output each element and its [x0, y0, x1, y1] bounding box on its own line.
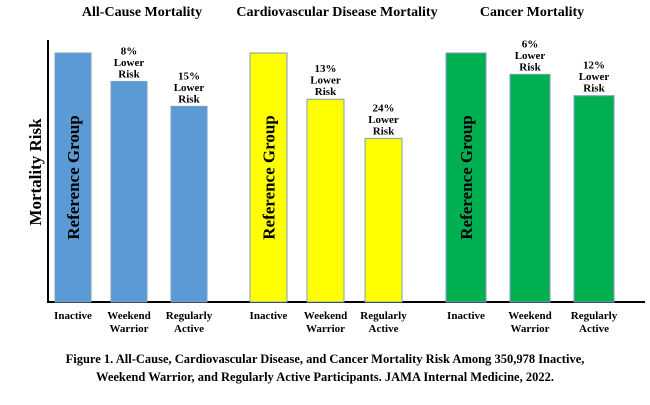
- category-tick-label: Active: [579, 323, 609, 335]
- bar: [249, 52, 288, 303]
- caption-line-1: Figure 1. All-Cause, Cardiovascular Dise…: [65, 352, 585, 366]
- category-tick-label: Regularly: [571, 310, 618, 322]
- category-tick-label: Warrior: [306, 323, 345, 335]
- category-tick-label: Warrior: [510, 323, 549, 335]
- reference-group-label: Reference Group: [260, 115, 279, 239]
- category-tick-label: Active: [369, 323, 399, 335]
- data-label: Risk: [519, 61, 541, 73]
- data-label: Risk: [373, 125, 395, 137]
- bar: [445, 52, 487, 303]
- category-tick-label: Weekend: [107, 310, 150, 322]
- data-label: Risk: [583, 83, 605, 95]
- bar: [306, 98, 345, 303]
- data-label: Lower: [114, 57, 145, 69]
- data-label: 13%: [315, 63, 337, 75]
- category-tick-label: Regularly: [360, 310, 407, 322]
- category-tick-label: Inactive: [54, 310, 92, 322]
- bar: [573, 95, 615, 303]
- y-axis-label: Mortality Risk: [26, 118, 45, 226]
- bar: [110, 80, 148, 303]
- bar: [170, 105, 208, 303]
- category-tick-label: Weekend: [304, 310, 347, 322]
- data-label: 24%: [373, 102, 395, 114]
- data-label: 12%: [583, 60, 605, 72]
- category-tick-label: Active: [174, 323, 204, 335]
- reference-group-label: Reference Group: [64, 115, 83, 239]
- panel-title: Cancer Mortality: [480, 5, 584, 20]
- data-label: Risk: [178, 93, 200, 105]
- data-label: Lower: [368, 114, 399, 126]
- category-tick-label: Inactive: [447, 310, 485, 322]
- data-label: Lower: [579, 71, 610, 83]
- data-label: Lower: [515, 50, 546, 62]
- reference-group-label: Reference Group: [457, 115, 476, 239]
- bar: [364, 137, 403, 303]
- data-label: Risk: [315, 86, 337, 98]
- category-tick-label: Regularly: [166, 310, 213, 322]
- category-tick-label: Inactive: [250, 310, 288, 322]
- category-tick-label: Weekend: [508, 310, 551, 322]
- bar: [509, 73, 551, 303]
- panel-title: Cardiovascular Disease Mortality: [236, 5, 437, 20]
- data-label: Risk: [118, 68, 140, 80]
- data-label: 8%: [121, 45, 138, 57]
- data-label: 6%: [522, 38, 539, 50]
- data-label: 15%: [178, 70, 200, 82]
- caption-line-2: Weekend Warrior, and Regularly Active Pa…: [96, 370, 554, 384]
- bar: [54, 52, 92, 303]
- panel-title: All-Cause Mortality: [82, 5, 202, 20]
- category-tick-label: Warrior: [109, 323, 148, 335]
- figure-caption: Figure 1. All-Cause, Cardiovascular Dise…: [0, 350, 650, 386]
- data-label: Lower: [310, 75, 341, 87]
- mortality-bar-chart: Mortality Risk All-Cause Mortality Referen…: [26, 5, 645, 335]
- data-label: Lower: [174, 82, 205, 94]
